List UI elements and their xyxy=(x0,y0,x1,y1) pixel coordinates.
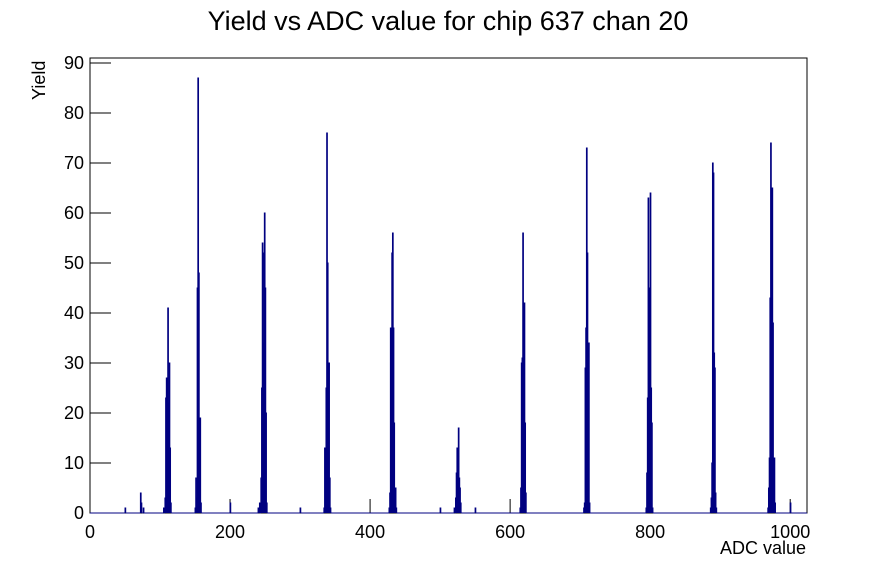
histogram-bin xyxy=(142,507,145,513)
y-tick-label: 50 xyxy=(64,253,84,273)
histogram-bin xyxy=(199,417,202,513)
histogram-bin xyxy=(195,477,197,513)
histogram-bin xyxy=(389,327,392,513)
histogram-bin xyxy=(773,457,776,513)
histogram-bin xyxy=(774,502,776,513)
histogram-bin xyxy=(523,302,526,513)
histogram-bin xyxy=(474,507,477,513)
histogram-bin xyxy=(772,322,774,513)
histogram-bin xyxy=(299,507,302,513)
y-tick-label: 90 xyxy=(64,53,84,73)
histogram-bin xyxy=(651,507,654,513)
histogram-bin xyxy=(392,327,395,513)
y-tick-label: 20 xyxy=(64,403,84,423)
histogram-bin xyxy=(714,367,716,513)
histogram-bin xyxy=(525,492,527,513)
histogram-bin xyxy=(257,507,260,513)
histogram-bin xyxy=(395,507,398,513)
chart-title: Yield vs ADC value for chip 637 chan 20 xyxy=(208,6,689,36)
y-axis-title: Yield xyxy=(29,61,49,100)
y-tick-label: 70 xyxy=(64,153,84,173)
histogram-bin xyxy=(329,507,332,513)
histogram-bin xyxy=(457,427,460,513)
histogram-bin xyxy=(649,192,652,513)
histogram-bin xyxy=(394,487,397,513)
x-tick-label: 400 xyxy=(355,522,385,542)
y-tick-label: 40 xyxy=(64,303,84,323)
histogram-bin xyxy=(439,507,442,513)
histogram-bin xyxy=(229,502,232,513)
histogram-bin xyxy=(124,507,127,513)
histogram-bin xyxy=(168,362,171,513)
x-axis-title: ADC value xyxy=(720,538,806,558)
y-tick-label: 80 xyxy=(64,103,84,123)
histogram-bin xyxy=(588,342,590,513)
x-tick-label: 1000 xyxy=(770,522,810,542)
histogram-bin xyxy=(453,507,456,513)
histogram-bin xyxy=(459,502,462,513)
histogram-bin xyxy=(393,422,396,513)
histogram-bin xyxy=(265,502,268,513)
histogram-bin xyxy=(163,507,165,513)
histogram-bin xyxy=(200,502,202,513)
histogram-bin xyxy=(712,172,715,513)
y-tick-label: 10 xyxy=(64,453,84,473)
y-tick-label: 60 xyxy=(64,203,84,223)
histogram-bin xyxy=(198,272,200,513)
y-tick-label: 0 xyxy=(74,503,84,523)
histogram-bin xyxy=(328,362,330,513)
histogram-bin xyxy=(459,487,461,513)
histogram-bin xyxy=(789,502,792,513)
histogram-bin xyxy=(265,412,267,513)
histogram-bin xyxy=(140,502,143,513)
histogram-bin xyxy=(264,287,267,513)
histogram-bin xyxy=(524,422,527,513)
histogram-bin xyxy=(169,447,172,513)
x-tick-label: 600 xyxy=(495,522,525,542)
histogram-bin xyxy=(714,492,717,513)
x-tick-label: 0 xyxy=(85,522,95,542)
x-tick-label: 800 xyxy=(635,522,665,542)
histogram-bin xyxy=(588,502,591,513)
histogram-bin xyxy=(715,507,718,513)
y-tick-label: 30 xyxy=(64,353,84,373)
x-tick-label: 200 xyxy=(215,522,245,542)
histogram-bin xyxy=(165,377,168,513)
histogram-bin xyxy=(651,422,653,513)
histogram-bin xyxy=(170,502,172,513)
histogram-bin xyxy=(258,502,261,513)
histogram-bin xyxy=(770,142,772,513)
histogram-bin xyxy=(328,477,331,513)
